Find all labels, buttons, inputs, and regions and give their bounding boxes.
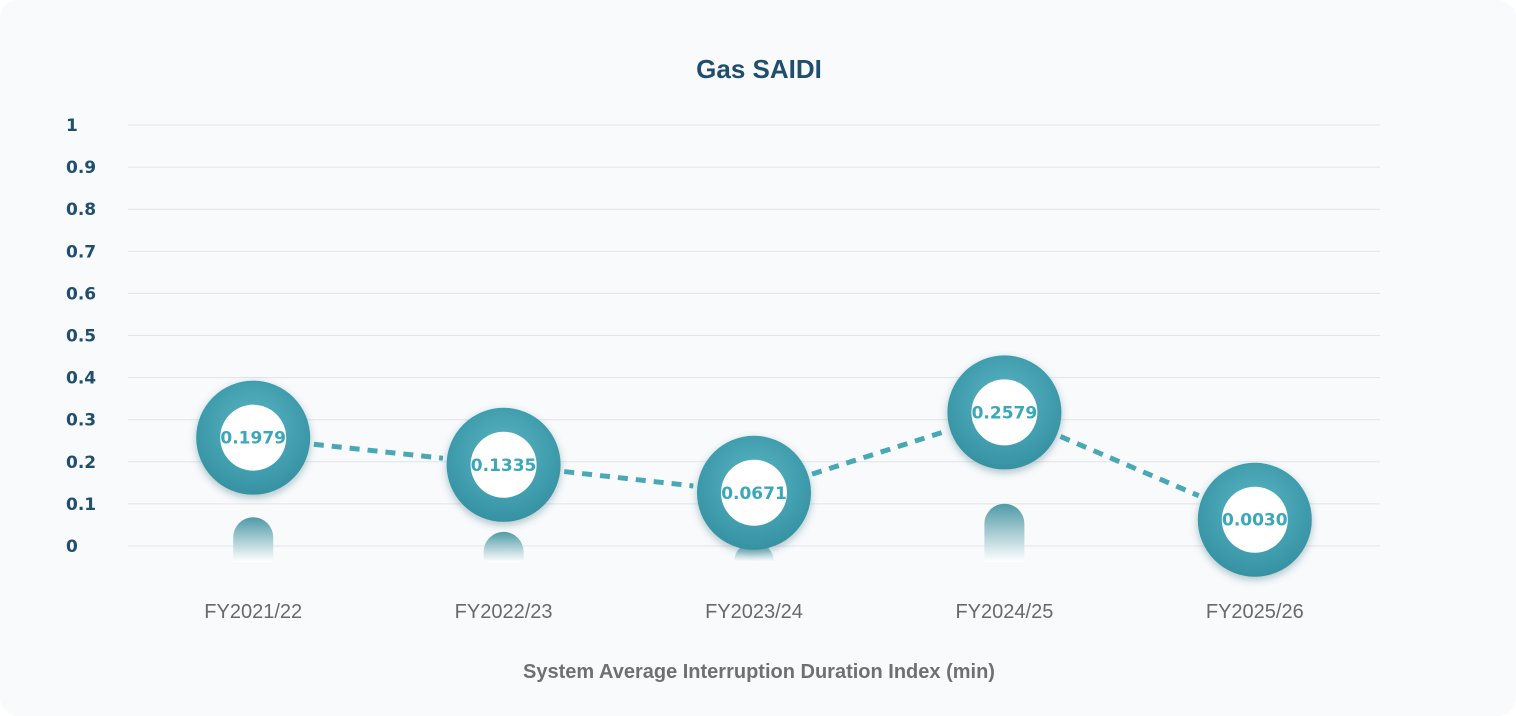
- data-points: 0.1979 0.1335 0.0671 0.2579 0.0030: [196, 355, 1312, 577]
- data-label: 0.1979: [220, 429, 286, 449]
- y-tick-label: 0.3: [66, 411, 96, 431]
- value-pill: [483, 531, 524, 562]
- line-segment: [563, 469, 694, 489]
- data-point: 0.1979: [196, 380, 311, 495]
- y-tick-label: 0.4: [66, 369, 96, 389]
- y-axis: 0 0.1 0.2 0.3 0.4 0.5 0.6 0.7 0.8 0.9 1: [66, 116, 96, 557]
- y-tick-label: 0.9: [66, 158, 96, 178]
- x-tick-label: FY2022/23: [455, 601, 553, 623]
- value-pill: [984, 503, 1025, 562]
- data-point: 0.0030: [1197, 462, 1312, 577]
- y-tick-label: 0.8: [66, 200, 96, 220]
- x-tick-label: FY2025/26: [1206, 601, 1304, 623]
- data-point: 0.1335: [446, 407, 561, 522]
- line-segment: [811, 428, 948, 477]
- line-segment: [1059, 434, 1200, 499]
- data-label: 0.2579: [972, 403, 1038, 423]
- y-tick-label: 0.6: [66, 284, 96, 304]
- y-tick-label: 0.2: [66, 453, 96, 473]
- data-label: 0.0030: [1222, 511, 1288, 531]
- pill-markers: [233, 503, 1025, 562]
- data-point: 0.0671: [697, 435, 811, 550]
- y-tick-label: 0: [66, 537, 78, 557]
- y-tick-label: 1: [66, 116, 78, 136]
- value-pill: [233, 517, 274, 562]
- series-line: [313, 428, 1200, 499]
- chart-title: Gas SAIDI: [696, 54, 822, 84]
- x-axis: FY2021/22 FY2022/23 FY2023/24 FY2024/25 FY20…: [204, 601, 1303, 623]
- x-axis-label: System Average Interruption Duration Ind…: [523, 661, 995, 683]
- line-segment: [313, 441, 444, 461]
- ring-inner: [220, 404, 287, 471]
- x-tick-label: FY2023/24: [705, 601, 803, 623]
- x-tick-label: FY2024/25: [955, 601, 1053, 623]
- data-point: 0.2579: [947, 355, 1062, 470]
- ring-inner: [721, 459, 787, 526]
- ring-inner: [1221, 486, 1288, 553]
- y-tick-label: 0.7: [66, 242, 96, 262]
- ring-inner: [470, 431, 537, 498]
- ring-inner: [971, 379, 1038, 446]
- data-label: 0.0671: [721, 484, 787, 504]
- y-tick-label: 0.5: [66, 327, 96, 347]
- data-label: 0.1335: [471, 456, 537, 476]
- x-tick-label: FY2021/22: [204, 601, 302, 623]
- grid: [128, 124, 1380, 547]
- y-tick-label: 0.1: [66, 495, 96, 515]
